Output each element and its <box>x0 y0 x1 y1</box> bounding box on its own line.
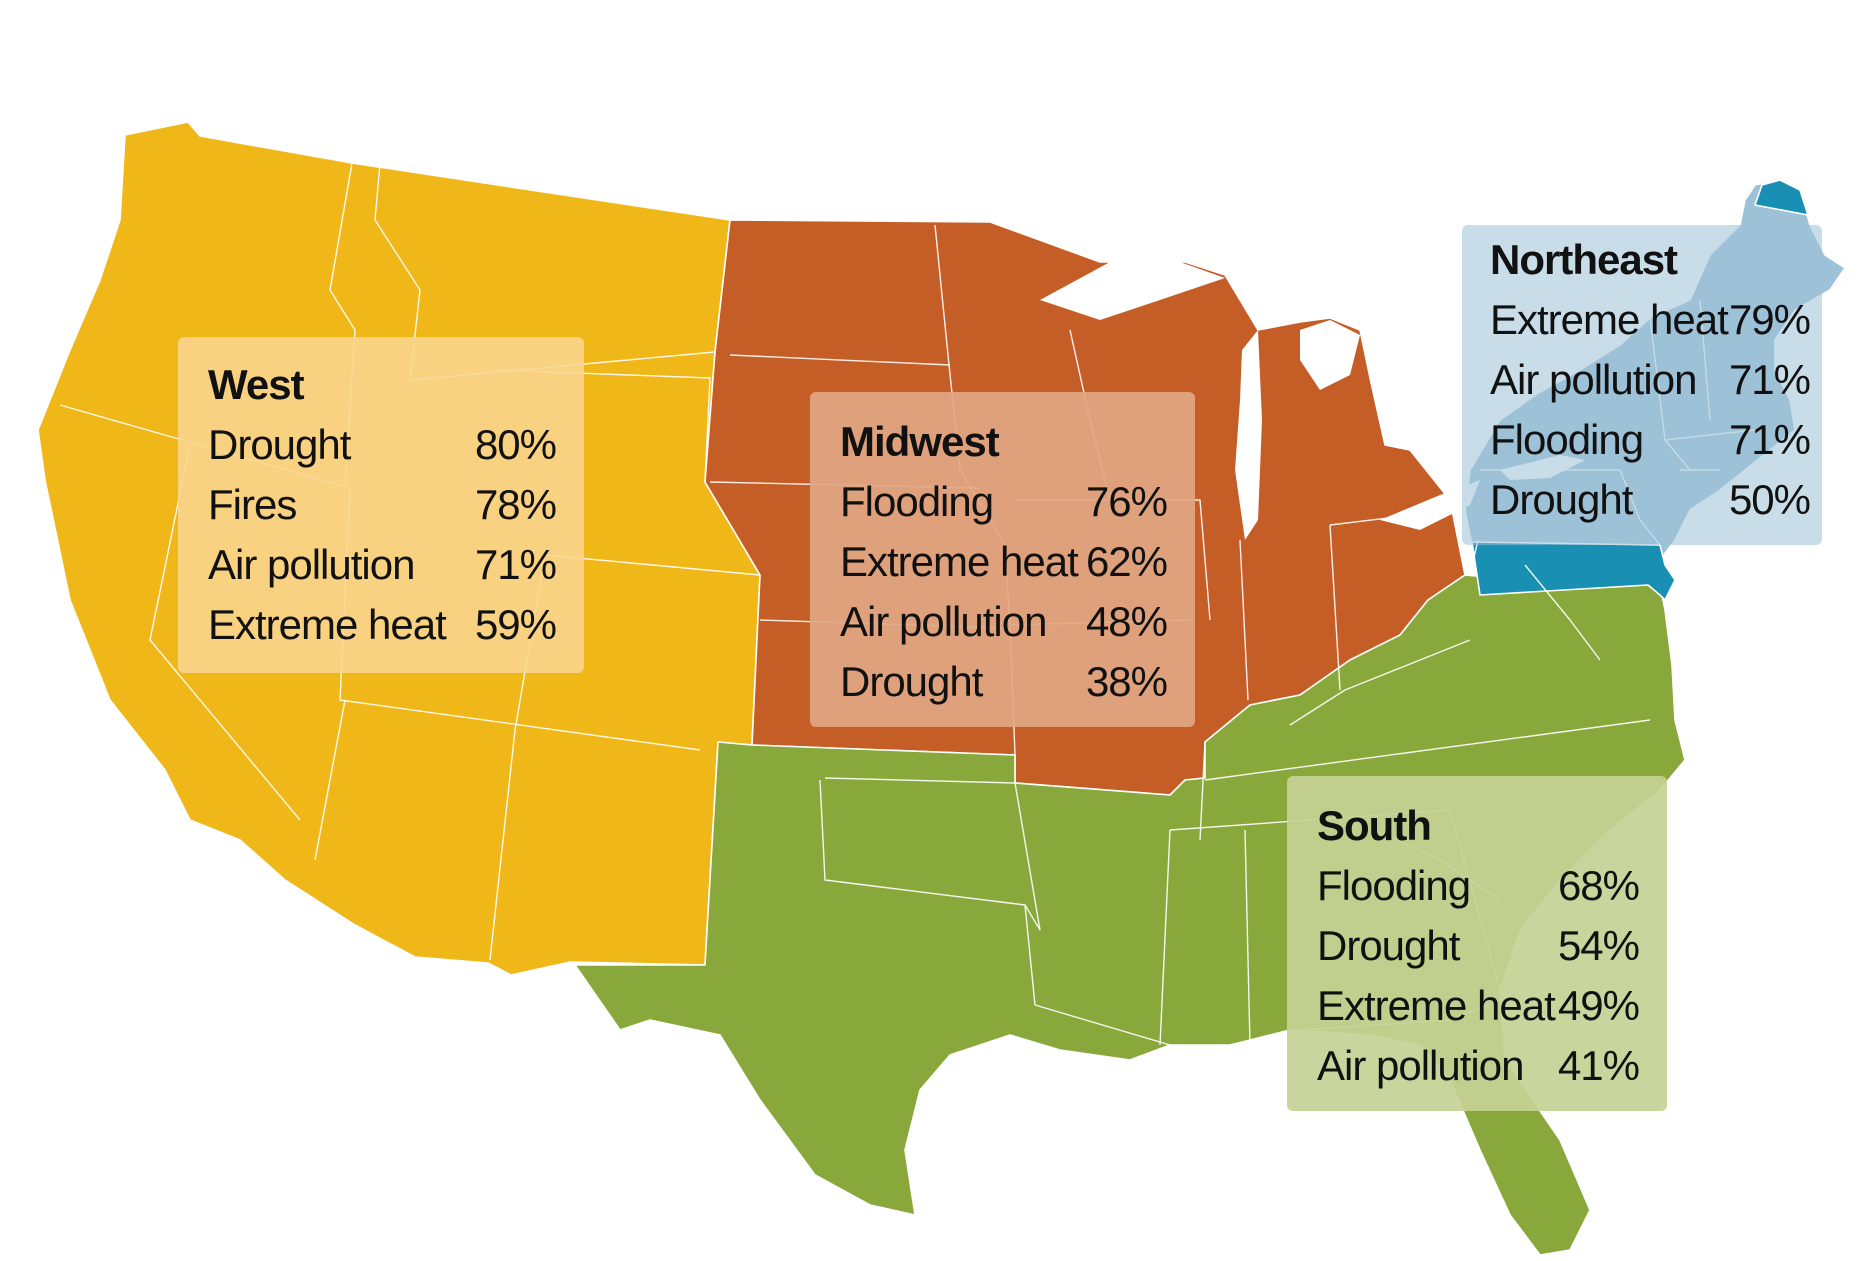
risk-label: Flooding <box>1490 416 1644 463</box>
risk-value: 80% <box>474 421 557 468</box>
northeast-risk-row: Flooding 71% <box>1490 410 1811 470</box>
region-northeast-pa-nj-shape <box>1471 541 1676 601</box>
risk-label: Fires <box>208 481 297 528</box>
northeast-info-panel: Northeast Extreme heat 79% Air pollution… <box>1462 225 1822 545</box>
risk-value: 41% <box>1557 1042 1640 1089</box>
northeast-risk-row: Air pollution 71% <box>1490 350 1811 410</box>
risk-label: Drought <box>1490 476 1633 523</box>
risk-label: Air pollution <box>1317 1042 1524 1089</box>
south-risk-row: Air pollution 41% <box>1317 1036 1640 1096</box>
midwest-risk-row: Drought 38% <box>840 652 1168 712</box>
west-info-panel: West Drought 80% Fires 78% Air pollution… <box>178 337 584 673</box>
risk-label: Flooding <box>1317 862 1471 909</box>
south-risk-row: Flooding 68% <box>1317 856 1640 916</box>
west-risk-row: Drought 80% <box>208 415 557 475</box>
south-risk-row: Drought 54% <box>1317 916 1640 976</box>
midwest-info-panel: Midwest Flooding 76% Extreme heat 62% Ai… <box>810 392 1195 727</box>
risk-value: 76% <box>1085 478 1168 525</box>
south-risk-row: Extreme heat 49% <box>1317 976 1640 1036</box>
risk-label: Drought <box>840 658 983 705</box>
great-lakes <box>1040 262 1585 540</box>
west-risk-row: Extreme heat 59% <box>208 595 557 655</box>
northeast-title: Northeast <box>1490 236 1678 283</box>
risk-label: Flooding <box>840 478 994 525</box>
risk-label: Drought <box>208 421 351 468</box>
risk-value: 48% <box>1085 598 1168 645</box>
risk-label: Extreme heat <box>1490 296 1729 343</box>
midwest-risk-row: Flooding 76% <box>840 472 1168 532</box>
west-title: West <box>208 361 305 408</box>
risk-value: 50% <box>1728 476 1811 523</box>
risk-value: 71% <box>474 541 557 588</box>
risk-label: Air pollution <box>1490 356 1697 403</box>
west-risk-row: Fires 78% <box>208 475 557 535</box>
risk-label: Extreme heat <box>208 601 447 648</box>
risk-value: 59% <box>474 601 557 648</box>
northeast-risk-row: Drought 50% <box>1490 470 1811 530</box>
risk-value: 49% <box>1557 982 1640 1029</box>
risk-value: 62% <box>1085 538 1168 585</box>
region-northeast-maine-tip-shape <box>1754 179 1809 216</box>
risk-value: 71% <box>1728 356 1811 403</box>
risk-label: Air pollution <box>840 598 1047 645</box>
risk-value: 38% <box>1085 658 1168 705</box>
risk-label: Extreme heat <box>840 538 1079 585</box>
risk-value: 78% <box>474 481 557 528</box>
risk-value: 79% <box>1728 296 1811 343</box>
midwest-risk-row: Extreme heat 62% <box>840 532 1168 592</box>
midwest-title: Midwest <box>840 418 1000 465</box>
risk-value: 71% <box>1728 416 1811 463</box>
risk-label: Drought <box>1317 922 1460 969</box>
south-title: South <box>1317 802 1432 849</box>
south-info-panel: South Flooding 68% Drought 54% Extreme h… <box>1287 776 1667 1111</box>
midwest-risk-row: Air pollution 48% <box>840 592 1168 652</box>
west-risk-row: Air pollution 71% <box>208 535 557 595</box>
northeast-risk-row: Extreme heat 79% <box>1490 290 1811 350</box>
risk-value: 68% <box>1557 862 1640 909</box>
risk-label: Extreme heat <box>1317 982 1556 1029</box>
risk-label: Air pollution <box>208 541 415 588</box>
risk-value: 54% <box>1557 922 1640 969</box>
